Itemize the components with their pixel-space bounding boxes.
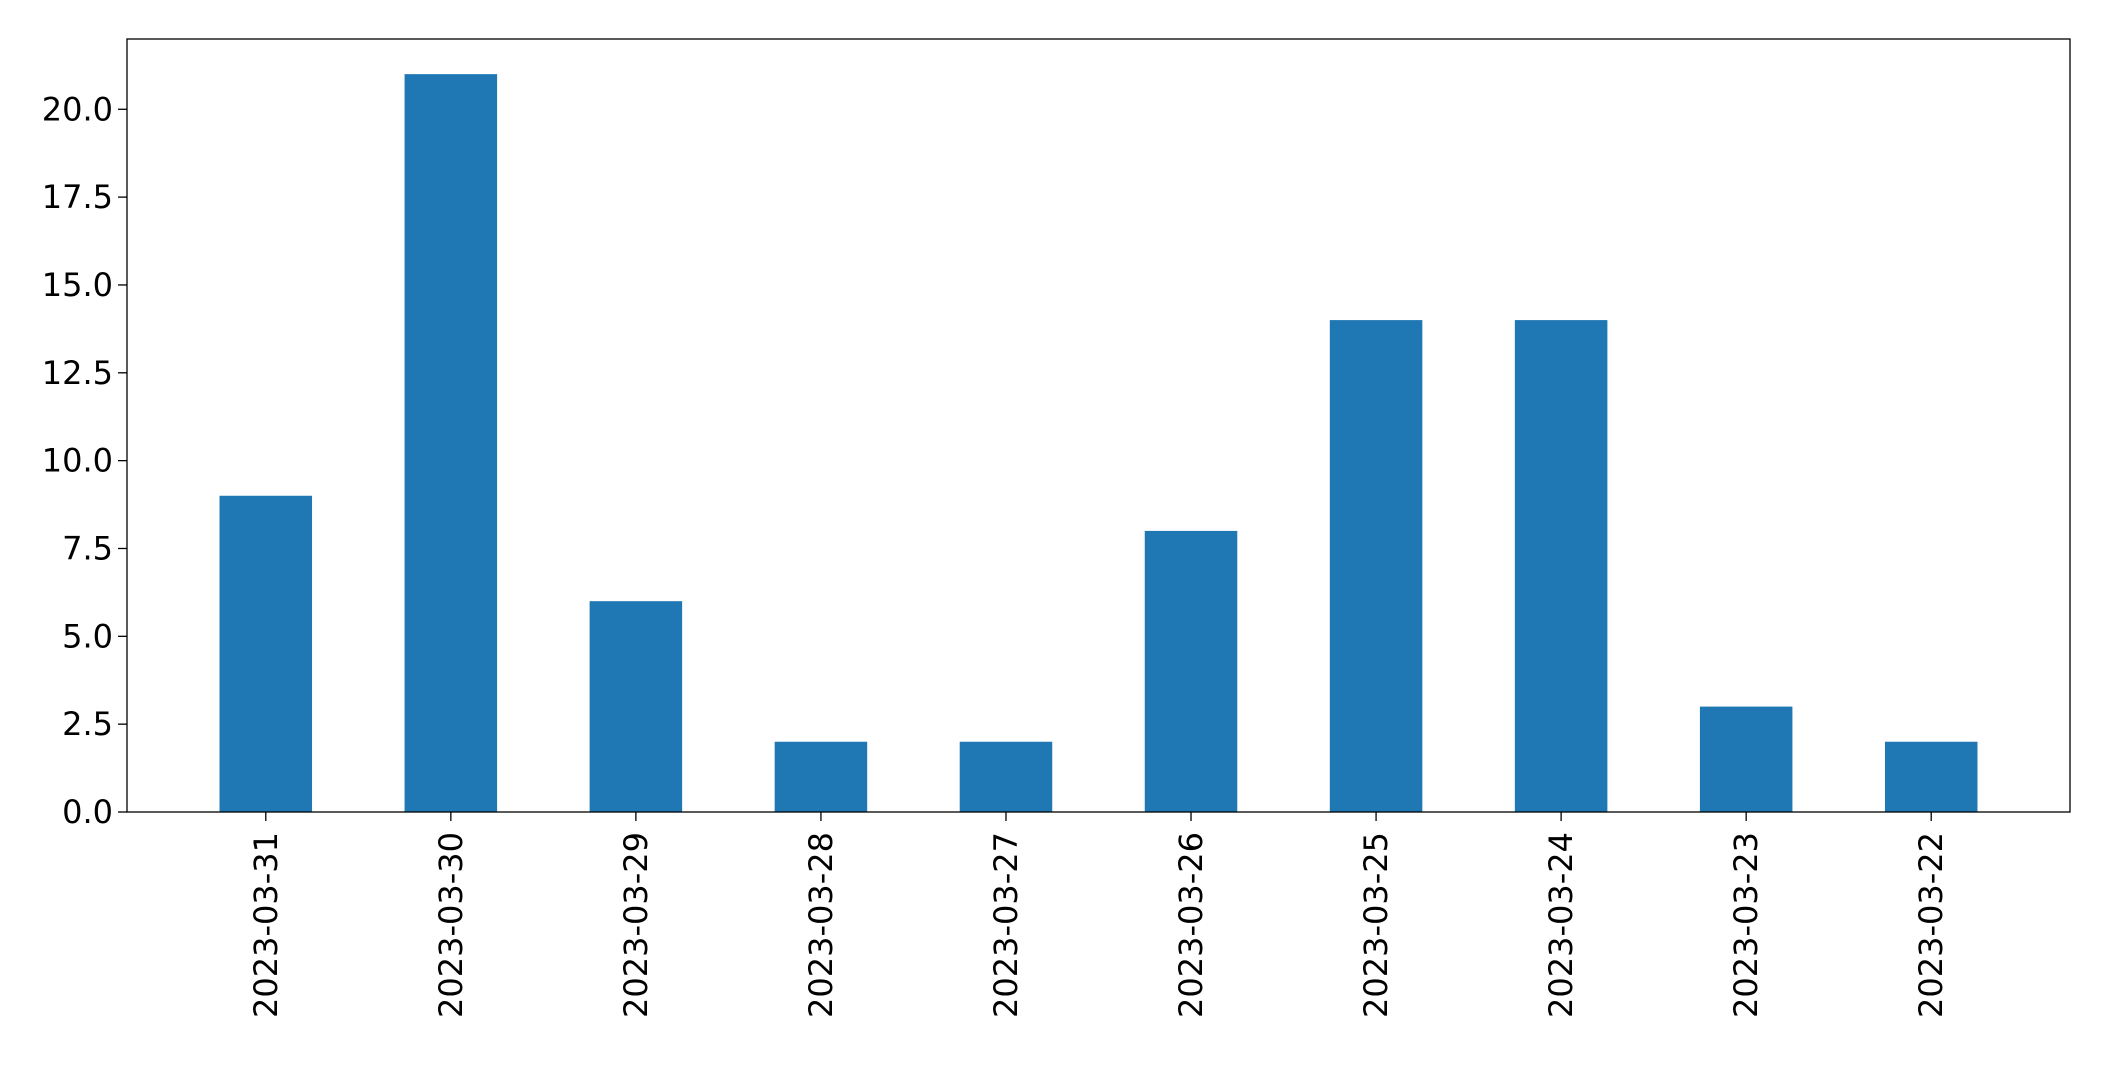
x-axis: 2023-03-31 2023-03-30 2023-03-29 2023-03-28… (247, 812, 1950, 1018)
bars-layer (219, 74, 1978, 812)
x-tick-label: 2023-03-31 (247, 832, 285, 1018)
bar-2023-03-24 (1514, 320, 1608, 812)
bar-2023-03-29 (589, 601, 683, 812)
y-tick-label: 0.0 (62, 793, 113, 831)
bar-2023-03-26 (1144, 530, 1238, 812)
bar-2023-03-23 (1699, 706, 1793, 812)
x-tick-label: 2023-03-30 (432, 832, 470, 1018)
y-tick-label: 17.5 (42, 178, 113, 216)
x-tick-label: 2023-03-26 (1172, 832, 1210, 1018)
y-tick-label: 10.0 (42, 442, 113, 480)
bar-2023-03-31 (219, 495, 313, 812)
x-tick-label: 2023-03-22 (1912, 832, 1950, 1018)
bar-2023-03-27 (959, 741, 1053, 812)
x-tick-label: 2023-03-27 (987, 832, 1025, 1018)
y-tick-label: 7.5 (62, 529, 113, 567)
x-tick-label: 2023-03-24 (1542, 832, 1580, 1018)
x-tick-label: 2023-03-28 (802, 832, 840, 1018)
x-tick-label: 2023-03-29 (617, 832, 655, 1018)
bar-2023-03-30 (404, 74, 498, 812)
y-axis: 0.0 2.5 5.0 7.5 10.0 12.5 15.0 17.5 20.0 (42, 90, 127, 831)
y-tick-label: 5.0 (62, 617, 113, 655)
y-tick-label: 15.0 (42, 266, 113, 304)
x-tick-label: 2023-03-25 (1357, 832, 1395, 1018)
y-tick-label: 2.5 (62, 705, 113, 743)
x-tick-label: 2023-03-23 (1727, 832, 1765, 1018)
y-tick-label: 12.5 (42, 354, 113, 392)
y-tick-label: 20.0 (42, 90, 113, 128)
bar-2023-03-22 (1884, 741, 1978, 812)
plot-frame (126, 38, 2071, 813)
bar-2023-03-28 (774, 741, 868, 812)
bar-2023-03-25 (1329, 320, 1423, 812)
